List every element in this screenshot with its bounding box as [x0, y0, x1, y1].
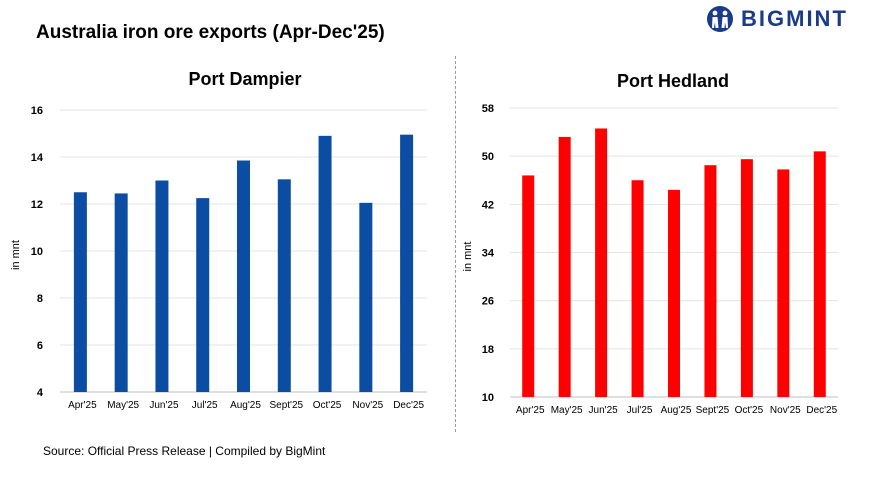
hedland-x-tick-label: Aug'25 — [661, 405, 692, 416]
dampier-x-tick-label: Jul'25 — [192, 400, 218, 411]
hedland-chart-title: Port Hedland — [616, 71, 729, 91]
hedland-y-tick-label: 18 — [482, 344, 494, 356]
dampier-bar — [318, 135, 332, 392]
bigmint-logo-icon — [707, 6, 733, 32]
hedland-x-tick-label: Jul'25 — [627, 405, 653, 416]
hedland-bar — [668, 189, 680, 397]
dampier-y-tick-label: 14 — [31, 152, 44, 164]
dampier-bar — [277, 179, 291, 392]
hedland-y-tick-label: 50 — [482, 151, 494, 163]
dampier-bar — [400, 134, 414, 393]
dampier-y-tick-label: 12 — [31, 199, 43, 211]
dampier-x-tick-label: Nov'25 — [352, 400, 383, 411]
hedland-y-tick-label: 58 — [482, 103, 494, 115]
source-note: Source: Official Press Release | Compile… — [43, 444, 326, 458]
hedland-bar — [595, 128, 608, 398]
dampier-x-tick-label: Aug'25 — [230, 400, 261, 411]
dampier-x-tick-label: Jun'25 — [149, 400, 179, 411]
bigmint-logo: BIGMINT — [706, 5, 848, 33]
dampier-bar — [359, 202, 373, 392]
chart-divider — [455, 56, 456, 432]
hedland-bar — [740, 159, 753, 397]
dampier-bar — [114, 193, 128, 392]
hedland-y-tick-label: 42 — [482, 199, 494, 211]
dampier-y-tick-label: 6 — [37, 340, 43, 352]
hedland-y-axis-label: in mnt — [462, 242, 474, 272]
hedland-x-tick-label: May'25 — [551, 405, 583, 416]
hedland-bar — [522, 175, 535, 397]
hedland-x-tick-label: Oct'25 — [735, 405, 764, 416]
hedland-bar — [558, 136, 571, 397]
hedland-x-tick-label: Apr'25 — [516, 405, 545, 416]
dampier-x-tick-label: Apr'25 — [68, 400, 97, 411]
dampier-y-tick-label: 4 — [37, 387, 44, 399]
dampier-bar — [196, 198, 210, 392]
bigmint-logo-text: BIGMINT — [741, 6, 848, 31]
dampier-x-tick-label: Dec'25 — [393, 400, 424, 411]
hedland-x-tick-label: Dec'25 — [806, 405, 837, 416]
dampier-bar — [73, 192, 87, 392]
hedland-x-tick-label: Nov'25 — [770, 405, 801, 416]
dampier-x-tick-label: Oct'25 — [313, 400, 342, 411]
dampier-y-tick-label: 10 — [31, 246, 43, 258]
dampier-x-tick-label: Sept'25 — [269, 400, 303, 411]
page-title: Australia iron ore exports (Apr-Dec'25) — [36, 22, 385, 43]
dampier-bar — [237, 160, 250, 392]
dampier-chart-title: Port Dampier — [188, 69, 302, 89]
dampier-x-tick-label: May'25 — [107, 400, 139, 411]
hedland-x-tick-label: Sept'25 — [696, 405, 730, 416]
dampier-y-tick-label: 16 — [31, 105, 43, 117]
hedland-bar — [813, 151, 826, 397]
dampier-bar — [155, 180, 169, 392]
hedland-bar — [704, 165, 717, 397]
hedland-bar — [631, 180, 644, 397]
hedland-y-tick-label: 10 — [482, 392, 494, 404]
dampier-y-axis-label: in mnt — [10, 240, 22, 270]
hedland-bar — [777, 169, 790, 397]
hedland-x-tick-label: Jun'25 — [589, 405, 619, 416]
hedland-y-tick-label: 34 — [482, 248, 495, 260]
hedland-y-tick-label: 26 — [482, 296, 494, 308]
dampier-y-tick-label: 8 — [37, 293, 43, 305]
